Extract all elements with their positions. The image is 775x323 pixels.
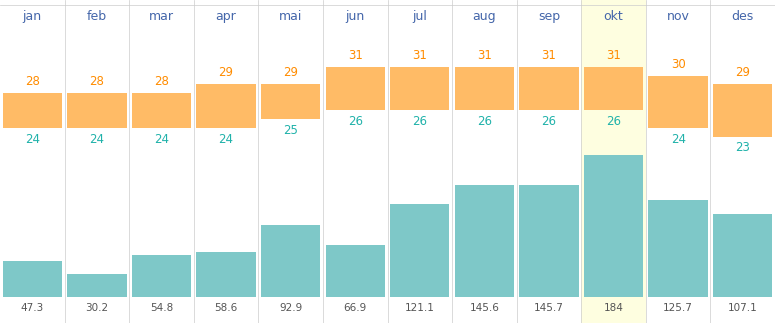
Text: 30: 30 — [670, 58, 686, 71]
Text: 47.3: 47.3 — [21, 303, 44, 313]
Text: apr: apr — [215, 10, 236, 23]
Text: 26: 26 — [348, 115, 363, 128]
Text: 28: 28 — [89, 75, 105, 88]
Text: 28: 28 — [154, 75, 169, 88]
Text: 121.1: 121.1 — [405, 303, 435, 313]
Text: okt: okt — [604, 10, 623, 23]
FancyBboxPatch shape — [196, 84, 256, 128]
FancyBboxPatch shape — [326, 67, 385, 110]
FancyBboxPatch shape — [132, 255, 191, 297]
FancyBboxPatch shape — [713, 214, 773, 297]
FancyBboxPatch shape — [584, 155, 643, 297]
Text: 24: 24 — [89, 133, 105, 146]
Text: 92.9: 92.9 — [279, 303, 302, 313]
FancyBboxPatch shape — [326, 245, 385, 297]
Text: 31: 31 — [542, 49, 556, 62]
Text: 31: 31 — [606, 49, 621, 62]
Text: 23: 23 — [735, 141, 750, 154]
Text: jun: jun — [346, 10, 365, 23]
Text: 26: 26 — [412, 115, 427, 128]
FancyBboxPatch shape — [132, 93, 191, 128]
Text: sep: sep — [538, 10, 560, 23]
FancyBboxPatch shape — [2, 261, 62, 297]
FancyBboxPatch shape — [713, 84, 773, 137]
FancyBboxPatch shape — [581, 0, 646, 323]
Text: 26: 26 — [606, 115, 621, 128]
Text: 30.2: 30.2 — [85, 303, 109, 313]
Text: 29: 29 — [735, 67, 750, 79]
FancyBboxPatch shape — [519, 185, 579, 297]
Text: mar: mar — [149, 10, 174, 23]
Text: 66.9: 66.9 — [343, 303, 367, 313]
Text: 26: 26 — [542, 115, 556, 128]
Text: 125.7: 125.7 — [663, 303, 693, 313]
FancyBboxPatch shape — [390, 67, 449, 110]
Text: mai: mai — [279, 10, 302, 23]
Text: des: des — [732, 10, 754, 23]
Text: 145.6: 145.6 — [470, 303, 499, 313]
Text: 31: 31 — [477, 49, 492, 62]
FancyBboxPatch shape — [2, 93, 62, 128]
Text: 184: 184 — [604, 303, 623, 313]
FancyBboxPatch shape — [261, 84, 320, 119]
FancyBboxPatch shape — [455, 67, 514, 110]
Text: 31: 31 — [412, 49, 427, 62]
FancyBboxPatch shape — [519, 67, 579, 110]
Text: 28: 28 — [25, 75, 40, 88]
FancyBboxPatch shape — [261, 225, 320, 297]
FancyBboxPatch shape — [196, 252, 256, 297]
Text: 26: 26 — [477, 115, 492, 128]
Text: 54.8: 54.8 — [150, 303, 173, 313]
Text: 58.6: 58.6 — [215, 303, 238, 313]
Text: 25: 25 — [283, 124, 298, 137]
Text: 29: 29 — [283, 67, 298, 79]
FancyBboxPatch shape — [455, 185, 514, 297]
Text: 29: 29 — [219, 67, 233, 79]
Text: feb: feb — [87, 10, 107, 23]
FancyBboxPatch shape — [649, 200, 708, 297]
Text: aug: aug — [473, 10, 496, 23]
Text: 24: 24 — [25, 133, 40, 146]
Text: 145.7: 145.7 — [534, 303, 564, 313]
Text: jan: jan — [22, 10, 42, 23]
FancyBboxPatch shape — [649, 76, 708, 128]
Text: nov: nov — [666, 10, 690, 23]
FancyBboxPatch shape — [584, 67, 643, 110]
Text: 24: 24 — [154, 133, 169, 146]
Text: 31: 31 — [348, 49, 363, 62]
FancyBboxPatch shape — [67, 93, 126, 128]
FancyBboxPatch shape — [390, 203, 449, 297]
Text: 24: 24 — [219, 133, 233, 146]
Text: jul: jul — [412, 10, 427, 23]
FancyBboxPatch shape — [67, 274, 126, 297]
Text: 107.1: 107.1 — [728, 303, 758, 313]
Text: 24: 24 — [670, 133, 686, 146]
